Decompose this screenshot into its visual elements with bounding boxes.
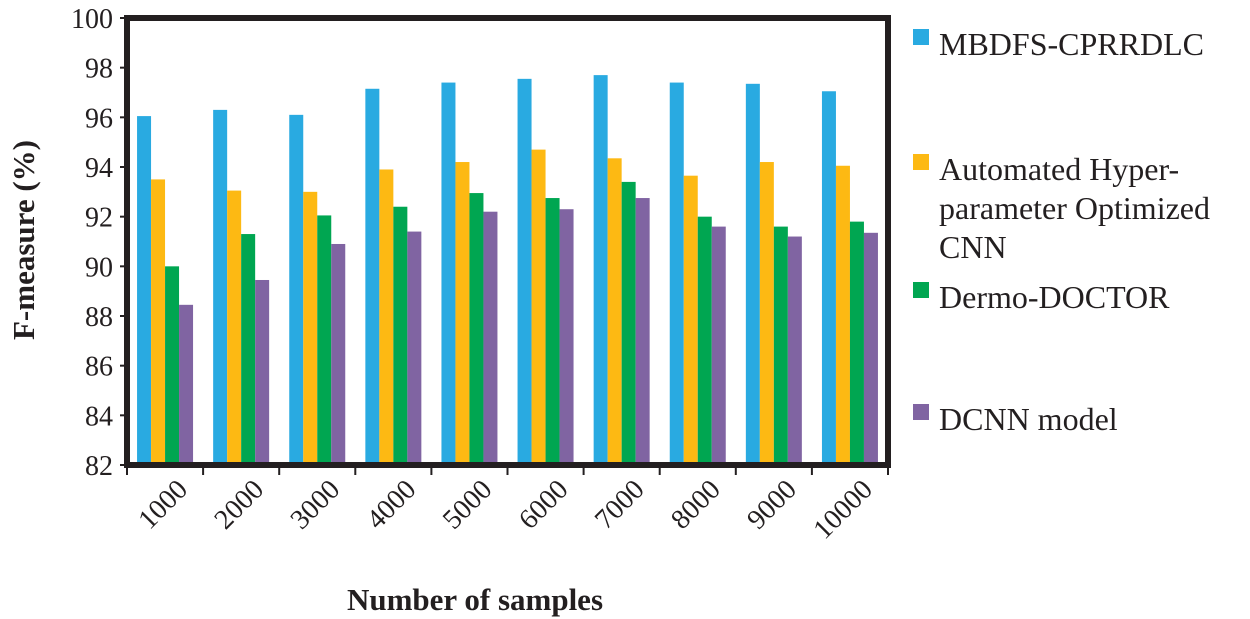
bar-1000-mbdfs-cprrdlc [137,116,152,465]
y-axis-title: F-measure (%) [6,140,41,340]
bar-1000-automated-hyper-parameter-optimized-cnn [151,179,166,465]
bar-3000-automated-hyper-parameter-optimized-cnn [303,191,318,466]
y-tick-label: 94 [85,153,113,184]
legend-swatch [913,404,929,420]
bar-7000-automated-hyper-parameter-optimized-cnn [607,158,622,465]
y-tick-label: 100 [71,4,113,35]
x-axis: 1000 2000 3000 4000 5000 6000 7000 8000 9000 1000… [126,465,889,545]
bar-4000-dcnn-model [407,231,422,465]
bar-1000-dcnn-model [179,304,194,465]
bar-9000-automated-hyper-parameter-optimized-cnn [759,162,774,466]
bar-9000-dcnn-model [787,236,802,465]
bars-group [137,75,878,466]
bar-2000-dermo-doctor [241,234,256,465]
y-axis: 82 84 86 88 90 92 94 96 98 100 [71,4,127,482]
x-tick-label: 10000 [807,474,878,545]
legend-label: DCNN model [939,401,1118,437]
bar-10000-dermo-doctor [849,221,864,465]
bar-10000-mbdfs-cprrdlc [821,91,836,465]
y-tick-label: 98 [85,54,113,85]
bar-10000-dcnn-model [863,232,878,465]
x-tick-label: 6000 [513,474,575,536]
y-tick-label: 96 [85,103,113,134]
x-tick-label: 3000 [285,474,347,536]
x-tick-label: 1000 [132,474,194,536]
bar-2000-mbdfs-cprrdlc [213,109,228,465]
y-tick-label: 86 [85,352,113,383]
bar-4000-automated-hyper-parameter-optimized-cnn [379,169,394,465]
x-tick-label: 7000 [589,474,651,536]
bar-3000-mbdfs-cprrdlc [289,114,304,465]
legend-swatch [913,29,929,45]
bar-9000-mbdfs-cprrdlc [745,83,760,465]
legend-label: Dermo-DOCTOR [939,279,1170,315]
y-tick-label: 88 [85,302,113,333]
x-tick-label: 5000 [437,474,499,536]
bar-6000-automated-hyper-parameter-optimized-cnn [531,149,546,465]
bar-6000-mbdfs-cprrdlc [517,78,532,465]
bar-8000-dcnn-model [711,226,726,465]
x-tick-label: 9000 [741,474,803,536]
bar-3000-dermo-doctor [317,215,332,465]
y-tick-label: 92 [85,203,113,234]
bar-5000-dermo-doctor [469,193,484,465]
bar-5000-mbdfs-cprrdlc [441,82,456,466]
bar-2000-dcnn-model [255,279,270,465]
bar-5000-automated-hyper-parameter-optimized-cnn [455,162,470,466]
bar-2000-automated-hyper-parameter-optimized-cnn [227,190,242,465]
bar-7000-mbdfs-cprrdlc [593,75,608,465]
legend: MBDFS-CPRRDLC Automated Hyper-parameter O… [913,26,1210,437]
y-tick-label: 84 [85,401,113,432]
bar-6000-dermo-doctor [545,198,560,465]
bar-9000-dermo-doctor [773,226,788,465]
bar-8000-automated-hyper-parameter-optimized-cnn [683,175,698,466]
bar-5000-dcnn-model [483,211,498,465]
x-tick-label: 2000 [209,474,271,536]
bar-8000-dermo-doctor [697,216,712,465]
legend-swatch [913,282,929,298]
x-axis-title: Number of samples [347,582,603,617]
y-tick-label: 82 [85,451,113,482]
bar-6000-dcnn-model [559,209,574,465]
bar-1000-dermo-doctor [165,266,180,465]
legend-label: Automated Hyper-parameter Optimized CNN [939,151,1210,265]
legend-label: MBDFS-CPRRDLC [939,26,1204,62]
x-tick-label: 4000 [361,474,423,536]
bar-10000-automated-hyper-parameter-optimized-cnn [835,165,850,465]
y-tick-label: 90 [85,252,113,283]
x-tick-label: 8000 [665,474,727,536]
bar-7000-dermo-doctor [621,181,636,465]
bar-7000-dcnn-model [635,198,650,465]
legend-swatch [913,154,929,170]
bar-4000-mbdfs-cprrdlc [365,88,380,466]
bar-3000-dcnn-model [331,243,346,465]
bar-8000-mbdfs-cprrdlc [669,82,684,466]
bar-4000-dermo-doctor [393,206,408,465]
